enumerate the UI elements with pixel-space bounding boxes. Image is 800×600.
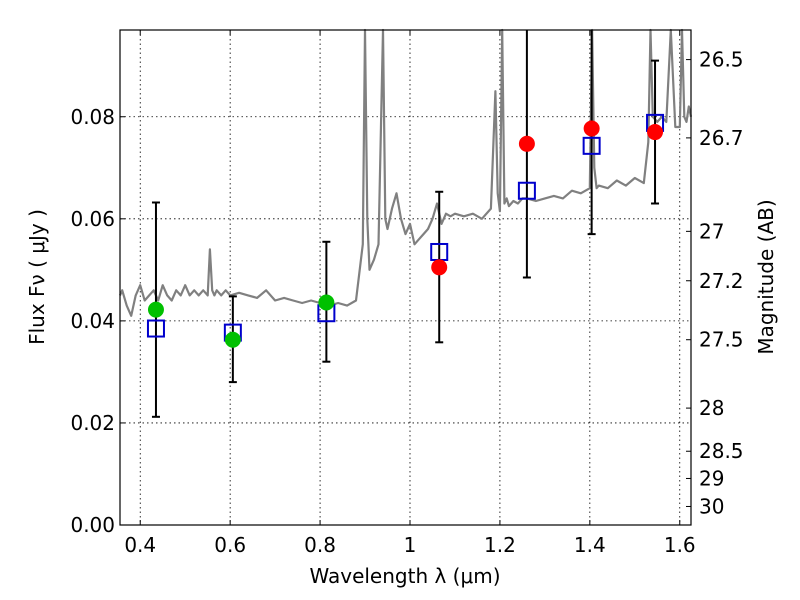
model-square-marker <box>517 181 536 200</box>
x-tick-label: 1 <box>404 533 417 557</box>
magnitude-tick-label: 27 <box>699 219 724 243</box>
data-point-marker <box>318 294 335 311</box>
data-point-marker <box>518 135 535 152</box>
y-tick-label: 0.00 <box>70 513 115 537</box>
model-square-marker <box>146 319 165 338</box>
data-point-marker <box>147 301 164 318</box>
y-tick-label: 0.04 <box>70 309 115 333</box>
y-tick-label: 0.02 <box>70 411 115 435</box>
magnitude-axis-ticks: 26.5 26.7 27 27.2 27.5 28 28.5 29 30 <box>686 48 744 518</box>
data-point-marker <box>431 259 448 276</box>
magnitude-tick-label: 29 <box>699 466 724 490</box>
magnitude-tick-label: 26.5 <box>699 48 744 72</box>
data-point-marker <box>647 124 664 141</box>
y-tick-label: 0.08 <box>70 105 115 129</box>
data-point-marker <box>583 120 600 137</box>
x-tick-label: 1.2 <box>484 533 516 557</box>
magnitude-tick-label: 30 <box>699 494 724 518</box>
model-square-marker <box>582 136 601 155</box>
y-axis-label: Flux Fν ( μJy ) <box>25 209 49 345</box>
x-axis-label: Wavelength λ (μm) <box>309 564 500 588</box>
error-bars <box>151 30 660 418</box>
x-tick-label: 1.6 <box>664 533 696 557</box>
x-tick-label: 0.6 <box>214 533 246 557</box>
data-markers <box>146 113 665 348</box>
right-axis-label: Magnitude (AB) <box>754 199 778 354</box>
x-tick-label: 0.4 <box>124 533 156 557</box>
data-point-marker <box>224 331 241 348</box>
y-axis-ticks: 0.00 0.02 0.04 0.06 0.08 <box>70 105 125 537</box>
plot-frame <box>119 29 692 526</box>
magnitude-tick-label: 28 <box>699 396 724 420</box>
magnitude-tick-label: 26.7 <box>699 126 744 150</box>
x-tick-label: 1.4 <box>574 533 606 557</box>
model-spectrum <box>118 28 693 317</box>
magnitude-tick-label: 28.5 <box>699 439 744 463</box>
magnitude-tick-label: 27.5 <box>699 328 744 352</box>
magnitude-tick-label: 27.2 <box>699 269 744 293</box>
spectrum-line <box>118 28 693 317</box>
x-axis-ticks: 0.4 0.6 0.8 1 1.2 1.4 1.6 <box>124 30 696 557</box>
grid-lines <box>120 30 691 525</box>
y-tick-label: 0.06 <box>70 207 115 231</box>
x-tick-label: 0.8 <box>304 533 336 557</box>
